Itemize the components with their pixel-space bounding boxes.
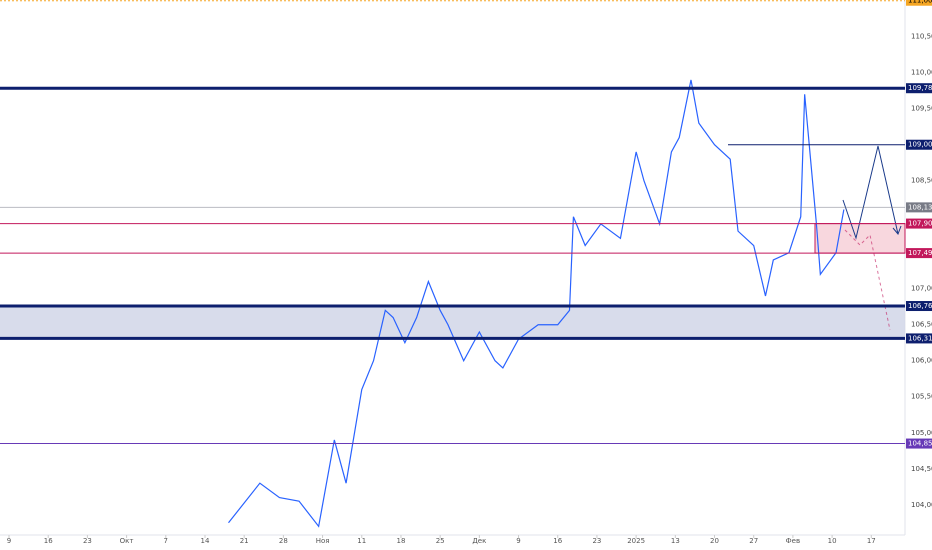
x-tick-label: 20	[710, 537, 719, 545]
x-tick-label: 25	[436, 537, 445, 545]
price-label: 107,905	[908, 220, 932, 228]
y-tick-label: 105,500	[911, 393, 932, 401]
x-tick-label: 16	[44, 537, 53, 545]
x-tick-label: Ноя	[316, 537, 330, 545]
price-label-bg	[906, 248, 932, 259]
x-tick-label: 10	[828, 537, 837, 545]
x-tick-label: 11	[357, 537, 366, 545]
x-tick-label: 18	[396, 537, 405, 545]
price-label-bg	[906, 333, 932, 344]
price-label-bg	[906, 0, 932, 6]
y-tick-label: 104,000	[911, 501, 932, 509]
price-label: 109,785	[908, 84, 932, 92]
x-tick-label: 16	[553, 537, 562, 545]
support-zone	[0, 306, 905, 339]
resistance-box	[814, 223, 906, 254]
x-tick-label: 23	[83, 537, 92, 545]
x-tick-label: 17	[867, 537, 876, 545]
y-tick-label: 106,500	[911, 321, 932, 329]
price-label: 106,310	[908, 334, 932, 342]
y-tick-label: 107,000	[911, 285, 932, 293]
price-label-bg	[906, 301, 932, 312]
y-tick-label: 109,500	[911, 105, 932, 113]
price-label: 104,850	[908, 440, 932, 448]
x-tick-label: Дек	[472, 537, 486, 545]
x-tick-label: 14	[201, 537, 210, 545]
x-tick-label: 27	[749, 537, 758, 545]
x-tick-label: 7	[164, 537, 168, 545]
price-label-bg	[906, 83, 932, 94]
y-tick-label: 110,500	[911, 33, 932, 41]
y-tick-label: 106,000	[911, 357, 932, 365]
x-tick-label: 9	[516, 537, 520, 545]
projection	[842, 145, 902, 331]
price-label: 106,760	[908, 302, 932, 310]
price-label-bg	[906, 438, 932, 449]
y-tick-label: 104,500	[911, 465, 932, 473]
price-label: 108,130	[908, 203, 932, 211]
x-tick-label: 28	[279, 537, 288, 545]
x-tick-label: Окт	[120, 537, 134, 545]
x-tick-label: 13	[671, 537, 680, 545]
y-tick-label: 105,000	[911, 429, 932, 437]
price-line	[228, 79, 845, 528]
y-tick-label: 108,500	[911, 177, 932, 185]
price-label-bg	[906, 139, 932, 150]
x-tick-label: Фев	[786, 537, 800, 545]
x-tick-label: 21	[240, 537, 249, 545]
y-tick-label: 110,000	[911, 69, 932, 77]
x-tick-label: 2025	[627, 537, 645, 545]
price-label: 111,000	[908, 0, 932, 5]
price-label: 109,000	[908, 141, 932, 149]
price-label-bg	[906, 202, 932, 213]
x-tick-label: 23	[592, 537, 601, 545]
x-tick-label: 9	[7, 537, 11, 545]
price-label: 107,495	[908, 249, 932, 257]
price-label-bg	[906, 218, 932, 229]
